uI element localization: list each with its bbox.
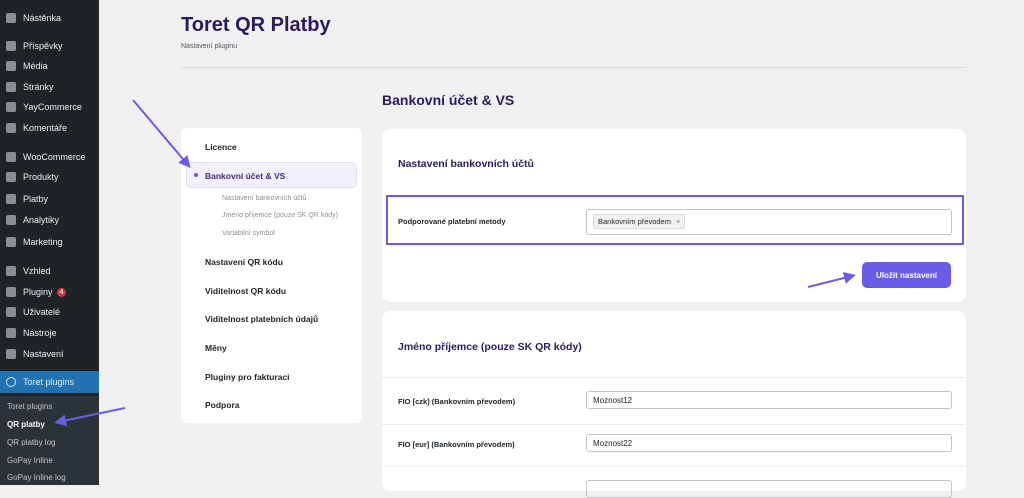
sidebar-item-n-st-nka[interactable]: Nástěnka bbox=[0, 8, 99, 28]
arrow-icon bbox=[132, 99, 191, 169]
nav-sub-variable-symbol[interactable]: Variabilní symbol bbox=[222, 230, 275, 237]
save-button[interactable]: Uložit nastavení bbox=[862, 262, 951, 288]
analytics-icon bbox=[6, 215, 16, 225]
nav-licence[interactable]: Licence bbox=[205, 142, 237, 152]
row-label: FIO [czk] (Bankovním převodem) bbox=[398, 397, 516, 406]
nav-invoicing-plugins[interactable]: Pluginy pro fakturaci bbox=[205, 372, 290, 382]
sidebar-item-label: Toret plugins bbox=[23, 377, 75, 387]
nav-sub-bank-accounts[interactable]: Nastavení bankovních účtů bbox=[222, 195, 307, 202]
admin-sidebar: Nástěnka Příspěvky Média Stránky YayCommerce… bbox=[0, 0, 99, 485]
sidebar-item-label: Nástěnka bbox=[23, 13, 62, 23]
media-icon bbox=[6, 61, 16, 71]
payment-methods-select[interactable]: Bankovním převodem × bbox=[586, 209, 952, 235]
recipient-name-card: Jméno příjemce (pouze SK QR kódy) FIO [c… bbox=[382, 311, 966, 498]
sidebar-item-m-dia[interactable]: Média bbox=[0, 56, 99, 76]
plugin-icon bbox=[6, 287, 16, 297]
users-icon bbox=[6, 307, 16, 317]
sidebar-item-label: WooCommerce bbox=[23, 152, 86, 162]
method-tag: Bankovním převodem × bbox=[593, 214, 686, 229]
divider bbox=[382, 466, 966, 467]
sidebar-item-n-stroje[interactable]: Nástroje bbox=[0, 323, 99, 343]
payment-methods-label: Podporované platební metody bbox=[398, 217, 506, 226]
yaycommerce-icon bbox=[6, 102, 16, 112]
brush-icon bbox=[6, 266, 16, 276]
sidebar-item-label: Vzhled bbox=[23, 266, 51, 276]
sidebar-item-vzhled[interactable]: Vzhled bbox=[0, 261, 99, 281]
divider bbox=[181, 67, 966, 68]
settings-icon bbox=[6, 349, 16, 359]
page-subtitle: Nastavení pluginu bbox=[181, 43, 238, 50]
submenu-qr-platby[interactable]: QR platby bbox=[7, 420, 45, 429]
nav-support[interactable]: Podpora bbox=[205, 400, 240, 410]
submenu-gopay-inline-log[interactable]: GoPay Inline log bbox=[7, 473, 66, 482]
nav-currencies[interactable]: Měny bbox=[205, 343, 227, 353]
toret-icon bbox=[6, 377, 16, 387]
sidebar-item-pluginy[interactable]: Pluginy 4 bbox=[0, 282, 99, 302]
card-title: Jméno příjemce (pouze SK QR kódy) bbox=[398, 341, 582, 353]
recipient-input[interactable]: Moznost22 bbox=[586, 434, 952, 452]
sidebar-item-koment-e[interactable]: Komentáře bbox=[0, 118, 99, 138]
products-icon bbox=[6, 172, 16, 182]
sidebar-item-analytiky[interactable]: Analytiky bbox=[0, 210, 99, 230]
sidebar-item-str-nky[interactable]: Stránky bbox=[0, 77, 99, 97]
row-label: FIO [eur] (Bankovním převodem) bbox=[398, 440, 515, 449]
wrench-icon bbox=[6, 328, 16, 338]
settings-nav: Licence Bankovní účet & VS Nastavení ban… bbox=[181, 128, 362, 423]
sidebar-item-u-ivatel-[interactable]: Uživatelé bbox=[0, 302, 99, 322]
sidebar-item-label: Nástroje bbox=[23, 328, 57, 338]
sidebar-item-label: Stránky bbox=[23, 82, 54, 92]
sidebar-item-nastaven-[interactable]: Nastavení bbox=[0, 344, 99, 364]
divider bbox=[382, 377, 966, 378]
update-count-badge: 4 bbox=[56, 287, 67, 297]
arrow-icon bbox=[54, 407, 126, 427]
sidebar-item-produkty[interactable]: Produkty bbox=[0, 167, 99, 187]
sidebar-item-toret-plugins[interactable]: Toret plugins bbox=[0, 371, 99, 393]
sidebar-item-label: YayCommerce bbox=[23, 102, 82, 112]
comment-icon bbox=[6, 123, 16, 133]
nav-bankovni-ucet[interactable]: Bankovní účet & VS bbox=[205, 171, 286, 181]
pages-icon bbox=[6, 82, 16, 92]
card-title: Nastavení bankovních účtů bbox=[398, 158, 534, 170]
highlight-box bbox=[386, 195, 964, 245]
sidebar-item-label: Marketing bbox=[23, 237, 63, 247]
recipient-input[interactable]: Moznost12 bbox=[586, 391, 952, 409]
toret-submenu: Toret plugins QR platby QR platby log Go… bbox=[0, 396, 99, 485]
payments-icon bbox=[6, 194, 16, 204]
woocommerce-icon bbox=[6, 152, 16, 162]
sidebar-item-label: Pluginy bbox=[23, 287, 53, 297]
submenu-gopay-inline[interactable]: GoPay Inline bbox=[7, 456, 53, 465]
divider bbox=[382, 424, 966, 425]
sidebar-item-label: Nastavení bbox=[23, 349, 64, 359]
sidebar-item-yaycommerce[interactable]: YayCommerce bbox=[0, 97, 99, 117]
annotation-arrows bbox=[54, 99, 856, 427]
tag-label: Bankovním převodem bbox=[598, 217, 671, 226]
sidebar-item-label: Komentáře bbox=[23, 123, 68, 133]
page-title: Toret QR Platby bbox=[181, 14, 331, 36]
submenu-toret-plugins[interactable]: Toret plugins bbox=[7, 402, 53, 411]
tag-remove-icon[interactable]: × bbox=[676, 217, 681, 226]
sidebar-item-label: Produkty bbox=[23, 172, 59, 182]
sidebar-item-label: Platby bbox=[23, 194, 49, 204]
section-title: Bankovní účet & VS bbox=[382, 92, 515, 108]
sidebar-item-label: Média bbox=[23, 61, 48, 71]
submenu-qr-platby-log[interactable]: QR platby log bbox=[7, 438, 56, 447]
sidebar-item-woocommerce[interactable]: WooCommerce bbox=[0, 147, 99, 167]
sidebar-item-platby[interactable]: Platby bbox=[0, 189, 99, 209]
pin-icon bbox=[6, 41, 16, 51]
sidebar-item-label: Uživatelé bbox=[23, 307, 61, 317]
nav-sub-recipient-name[interactable]: Jméno příjemce (pouze SK QR kódy) bbox=[222, 212, 338, 219]
nav-qr-settings[interactable]: Nastavení QR kódu bbox=[205, 257, 283, 267]
bank-accounts-card: Nastavení bankovních účtů Podporované pl… bbox=[382, 129, 966, 302]
arrow-icon bbox=[807, 272, 856, 288]
nav-payment-visibility[interactable]: Viditelnost platebních údajů bbox=[205, 314, 319, 324]
sidebar-item-p-sp-vky[interactable]: Příspěvky bbox=[0, 36, 99, 56]
dashboard-icon bbox=[6, 13, 16, 23]
sidebar-item-marketing[interactable]: Marketing bbox=[0, 232, 99, 252]
sidebar-item-label: Příspěvky bbox=[23, 41, 63, 51]
active-dot-icon bbox=[194, 173, 198, 177]
nav-selected-bg bbox=[186, 162, 357, 188]
megaphone-icon bbox=[6, 237, 16, 247]
sidebar-item-label: Analytiky bbox=[23, 215, 60, 225]
nav-qr-visibility[interactable]: Viditelnost QR kódu bbox=[205, 286, 287, 296]
